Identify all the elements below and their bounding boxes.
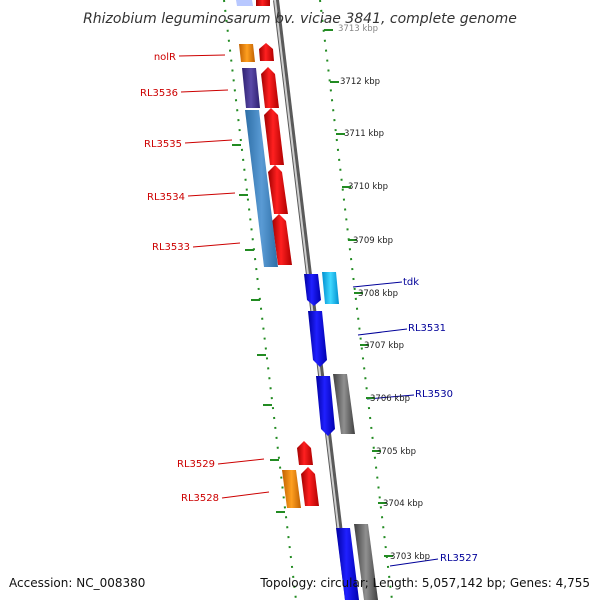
leader-line-nolR bbox=[178, 54, 226, 57]
gene-label-RL3528: RL3528 bbox=[181, 493, 219, 504]
gene-tdk-blue bbox=[304, 274, 321, 306]
kbp-label: 3704 kbp bbox=[383, 499, 423, 509]
kbp-label: 3713 kbp bbox=[338, 24, 378, 34]
gene-label-nolR: nolR bbox=[154, 52, 176, 63]
gene-RL3536-purple bbox=[242, 68, 260, 108]
gene-label-tdk: tdk bbox=[403, 277, 419, 288]
leader-line-RL3531 bbox=[357, 328, 408, 336]
kbp-label: 3707 kbp bbox=[364, 341, 404, 351]
gene-label-RL3533: RL3533 bbox=[152, 242, 190, 253]
leader-line-RL3527 bbox=[389, 558, 439, 567]
gene-label-RL3527: RL3527 bbox=[440, 553, 478, 564]
leader-line-RL3535 bbox=[184, 139, 233, 144]
gene-RL3528-orange bbox=[282, 470, 301, 508]
gene-tdk-cyan bbox=[322, 272, 339, 304]
leader-line-RL3534 bbox=[187, 192, 236, 197]
leader-line-RL3528 bbox=[221, 491, 270, 499]
gene-labels: nolR RL3536 RL3535 RL3534 RL3533 tdk RL3… bbox=[140, 52, 478, 564]
gene-RL3527-gray bbox=[354, 524, 378, 600]
gene-label-RL3531: RL3531 bbox=[408, 323, 446, 334]
gene-RL3528-arrow bbox=[301, 467, 319, 506]
map-title: Rhizobium leguminosarum bv. viciae 3841,… bbox=[83, 11, 517, 27]
gene-label-RL3535: RL3535 bbox=[144, 139, 182, 150]
leader-line-RL3529 bbox=[217, 458, 265, 465]
accession-text: Accession: NC_008380 bbox=[9, 576, 145, 590]
forward-strand-genes bbox=[236, 0, 319, 508]
gene-RL3529-arrow bbox=[297, 441, 313, 465]
kbp-label: 3709 kbp bbox=[353, 236, 393, 246]
gene-label-RL3530: RL3530 bbox=[415, 389, 453, 400]
ruler-ticks bbox=[232, 29, 393, 557]
gene-RL3531-arrow bbox=[308, 311, 327, 367]
kbp-label: 3706 kbp bbox=[370, 394, 410, 404]
gene-RL3533-arrow bbox=[272, 214, 292, 265]
ruler-left-rail bbox=[223, 0, 297, 600]
kbp-label: 3708 kbp bbox=[358, 289, 398, 299]
reverse-strand-genes bbox=[304, 272, 378, 600]
kbp-labels: 3713 kbp 3712 kbp 3711 kbp 3710 kbp 3709… bbox=[338, 24, 430, 562]
ruler-right-rail bbox=[319, 0, 393, 600]
kbp-label: 3705 kbp bbox=[376, 447, 416, 457]
gene-RL3530-arrow bbox=[316, 376, 335, 436]
leader-lines bbox=[178, 54, 439, 567]
gene-top-lightblue bbox=[236, 0, 253, 6]
kbp-label: 3712 kbp bbox=[340, 77, 380, 87]
genome-summary-text: Topology: circular; Length: 5,057,142 bp… bbox=[259, 576, 590, 590]
leader-line-RL3536 bbox=[180, 89, 229, 93]
kbp-label: 3711 kbp bbox=[344, 129, 384, 139]
gene-nolR-arrow bbox=[259, 43, 274, 61]
gene-top-red bbox=[256, 0, 270, 6]
gene-RL3536-arrow bbox=[261, 67, 279, 108]
gene-label-RL3534: RL3534 bbox=[147, 192, 185, 203]
kbp-label: 3710 kbp bbox=[348, 182, 388, 192]
gene-nolR-orange bbox=[239, 44, 255, 62]
ruler bbox=[223, 0, 393, 600]
gene-label-RL3536: RL3536 bbox=[140, 88, 178, 99]
gene-RL3530-gray bbox=[333, 374, 355, 434]
gene-RL3534-arrow bbox=[268, 165, 288, 214]
gene-RL3527-arrow bbox=[336, 528, 359, 600]
gene-label-RL3529: RL3529 bbox=[177, 459, 215, 470]
gene-RL3535-arrow bbox=[264, 108, 284, 165]
leader-line-RL3533 bbox=[192, 242, 241, 248]
leader-line-tdk bbox=[352, 281, 403, 288]
kbp-label: 3703 kbp bbox=[390, 552, 430, 562]
gene-steelblue-long bbox=[245, 110, 278, 267]
